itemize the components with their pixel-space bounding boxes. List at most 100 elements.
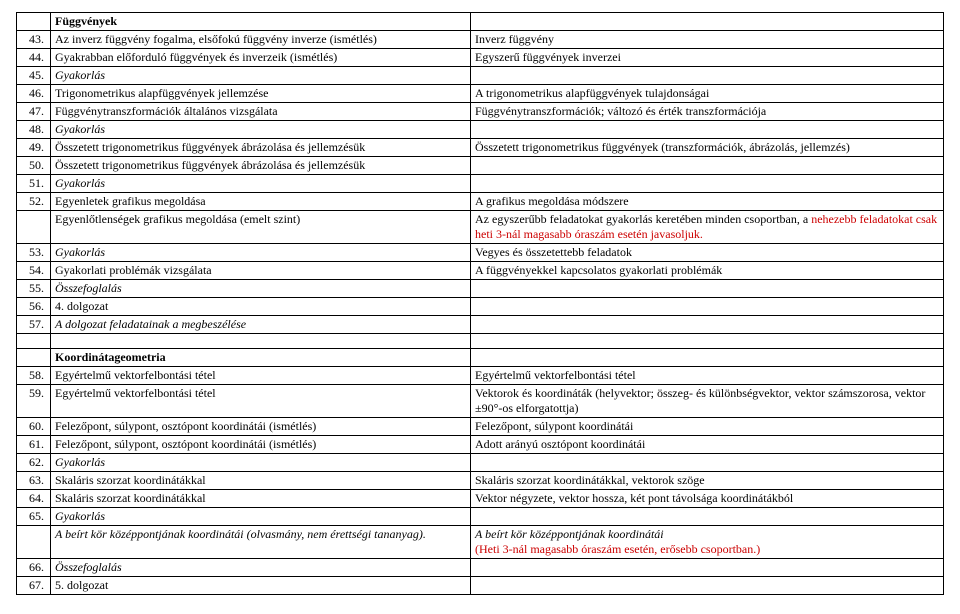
topic-cell: Függvénytranszformációk általános vizsgá…: [51, 103, 471, 121]
section-header-row: Koordinátageometria: [17, 349, 944, 367]
row-number: 66.: [17, 559, 51, 577]
section-header-row: Függvények: [17, 13, 944, 31]
topic-cell: Összefoglalás: [51, 280, 471, 298]
row-number: 64.: [17, 490, 51, 508]
row-number: 59.: [17, 385, 51, 418]
note-cell: [471, 175, 944, 193]
note-cell: [471, 508, 944, 526]
topic-cell: Felezőpont, súlypont, osztópont koordiná…: [51, 436, 471, 454]
blank-right: [471, 334, 944, 349]
row-number: 43.: [17, 31, 51, 49]
table-row: 56.4. dolgozat: [17, 298, 944, 316]
table-row: 52.Egyenletek grafikus megoldásaA grafik…: [17, 193, 944, 211]
note-cell: Összetett trigonometrikus függvények (tr…: [471, 139, 944, 157]
topic-cell: Gyakorlati problémák vizsgálata: [51, 262, 471, 280]
note-cell: A trigonometrikus alapfüggvények tulajdo…: [471, 85, 944, 103]
table-row: 50.Összetett trigonometrikus függvények …: [17, 157, 944, 175]
topic-cell: Gyakrabban előforduló függvények és inve…: [51, 49, 471, 67]
table-row: 58.Egyértelmű vektorfelbontási tételEgyé…: [17, 367, 944, 385]
topic-cell: Egyenlőtlenségek grafikus megoldása (eme…: [51, 211, 471, 244]
topic-cell: 5. dolgozat: [51, 577, 471, 595]
topic-cell: Gyakorlás: [51, 454, 471, 472]
table-row: 55.Összefoglalás: [17, 280, 944, 298]
table-row: 66.Összefoglalás: [17, 559, 944, 577]
table-row: 46.Trigonometrikus alapfüggvények jellem…: [17, 85, 944, 103]
table-row: Egyenlőtlenségek grafikus megoldása (eme…: [17, 211, 944, 244]
table-row: 61.Felezőpont, súlypont, osztópont koord…: [17, 436, 944, 454]
topic-cell: A dolgozat feladatainak a megbeszélése: [51, 316, 471, 334]
topic-cell: Gyakorlás: [51, 508, 471, 526]
note-cell: [471, 298, 944, 316]
row-number: 44.: [17, 49, 51, 67]
topic-cell: 4. dolgozat: [51, 298, 471, 316]
row-number: [17, 526, 51, 559]
topic-cell: Egyértelmű vektorfelbontási tétel: [51, 367, 471, 385]
topic-cell: Egyértelmű vektorfelbontási tétel: [51, 385, 471, 418]
note-cell: Egyszerű függvények inverzei: [471, 49, 944, 67]
note-cell: [471, 559, 944, 577]
table-row: 51.Gyakorlás: [17, 175, 944, 193]
row-number: 53.: [17, 244, 51, 262]
table-row: 54.Gyakorlati problémák vizsgálataA függ…: [17, 262, 944, 280]
table-row: 45.Gyakorlás: [17, 67, 944, 85]
row-number: 48.: [17, 121, 51, 139]
row-number: 63.: [17, 472, 51, 490]
note-cell: Az egyszerűbb feladatokat gyakorlás kere…: [471, 211, 944, 244]
topic-cell: Skaláris szorzat koordinátákkal: [51, 472, 471, 490]
row-number: 52.: [17, 193, 51, 211]
note-cell: A függvényekkel kapcsolatos gyakorlati p…: [471, 262, 944, 280]
section-header-right: [471, 13, 944, 31]
note-cell: Inverz függvény: [471, 31, 944, 49]
topic-cell: Gyakorlás: [51, 244, 471, 262]
table-row: 60.Felezőpont, súlypont, osztópont koord…: [17, 418, 944, 436]
note-cell: Felezőpont, súlypont koordinátái: [471, 418, 944, 436]
table-row: 57.A dolgozat feladatainak a megbeszélés…: [17, 316, 944, 334]
row-number: 49.: [17, 139, 51, 157]
note-cell: Függvénytranszformációk; változó és érté…: [471, 103, 944, 121]
row-number: 50.: [17, 157, 51, 175]
row-number: 65.: [17, 508, 51, 526]
row-number: 54.: [17, 262, 51, 280]
note-cell: Egyértelmű vektorfelbontási tétel: [471, 367, 944, 385]
note-cell: Skaláris szorzat koordinátákkal, vektoro…: [471, 472, 944, 490]
note-cell: A beírt kör középpontjának koordinátái(H…: [471, 526, 944, 559]
row-number: 60.: [17, 418, 51, 436]
topic-cell: Felezőpont, súlypont, osztópont koordiná…: [51, 418, 471, 436]
topic-cell: Skaláris szorzat koordinátákkal: [51, 490, 471, 508]
row-number: 57.: [17, 316, 51, 334]
table-row: 48.Gyakorlás: [17, 121, 944, 139]
row-number: [17, 334, 51, 349]
curriculum-table: Függvények43.Az inverz függvény fogalma,…: [16, 12, 944, 595]
row-number: 51.: [17, 175, 51, 193]
table-row: 67.5. dolgozat: [17, 577, 944, 595]
row-number: 47.: [17, 103, 51, 121]
table-row: 53.GyakorlásVegyes és összetettebb felad…: [17, 244, 944, 262]
table-row: 65.Gyakorlás: [17, 508, 944, 526]
table-row: 49.Összetett trigonometrikus függvények …: [17, 139, 944, 157]
topic-cell: Összefoglalás: [51, 559, 471, 577]
topic-cell: Összetett trigonometrikus függvények ábr…: [51, 157, 471, 175]
note-cell: Adott arányú osztópont koordinátái: [471, 436, 944, 454]
topic-cell: Gyakorlás: [51, 121, 471, 139]
row-number: 46.: [17, 85, 51, 103]
table-row: 44.Gyakrabban előforduló függvények és i…: [17, 49, 944, 67]
topic-cell: Trigonometrikus alapfüggvények jellemzés…: [51, 85, 471, 103]
topic-cell: Összetett trigonometrikus függvények ábr…: [51, 139, 471, 157]
topic-cell: Egyenletek grafikus megoldása: [51, 193, 471, 211]
note-cell: [471, 454, 944, 472]
row-number: [17, 13, 51, 31]
row-number: 45.: [17, 67, 51, 85]
note-cell: [471, 316, 944, 334]
table-row: 43.Az inverz függvény fogalma, elsőfokú …: [17, 31, 944, 49]
row-number: [17, 349, 51, 367]
blank-row: [17, 334, 944, 349]
row-number: 67.: [17, 577, 51, 595]
topic-cell: A beírt kör középpontjának koordinátái (…: [51, 526, 471, 559]
table-row: 62.Gyakorlás: [17, 454, 944, 472]
note-cell: [471, 280, 944, 298]
row-number: 61.: [17, 436, 51, 454]
note-cell: Vektor négyzete, vektor hossza, két pont…: [471, 490, 944, 508]
note-cell: [471, 577, 944, 595]
note-cell: [471, 121, 944, 139]
table-row: 64.Skaláris szorzat koordinátákkalVektor…: [17, 490, 944, 508]
